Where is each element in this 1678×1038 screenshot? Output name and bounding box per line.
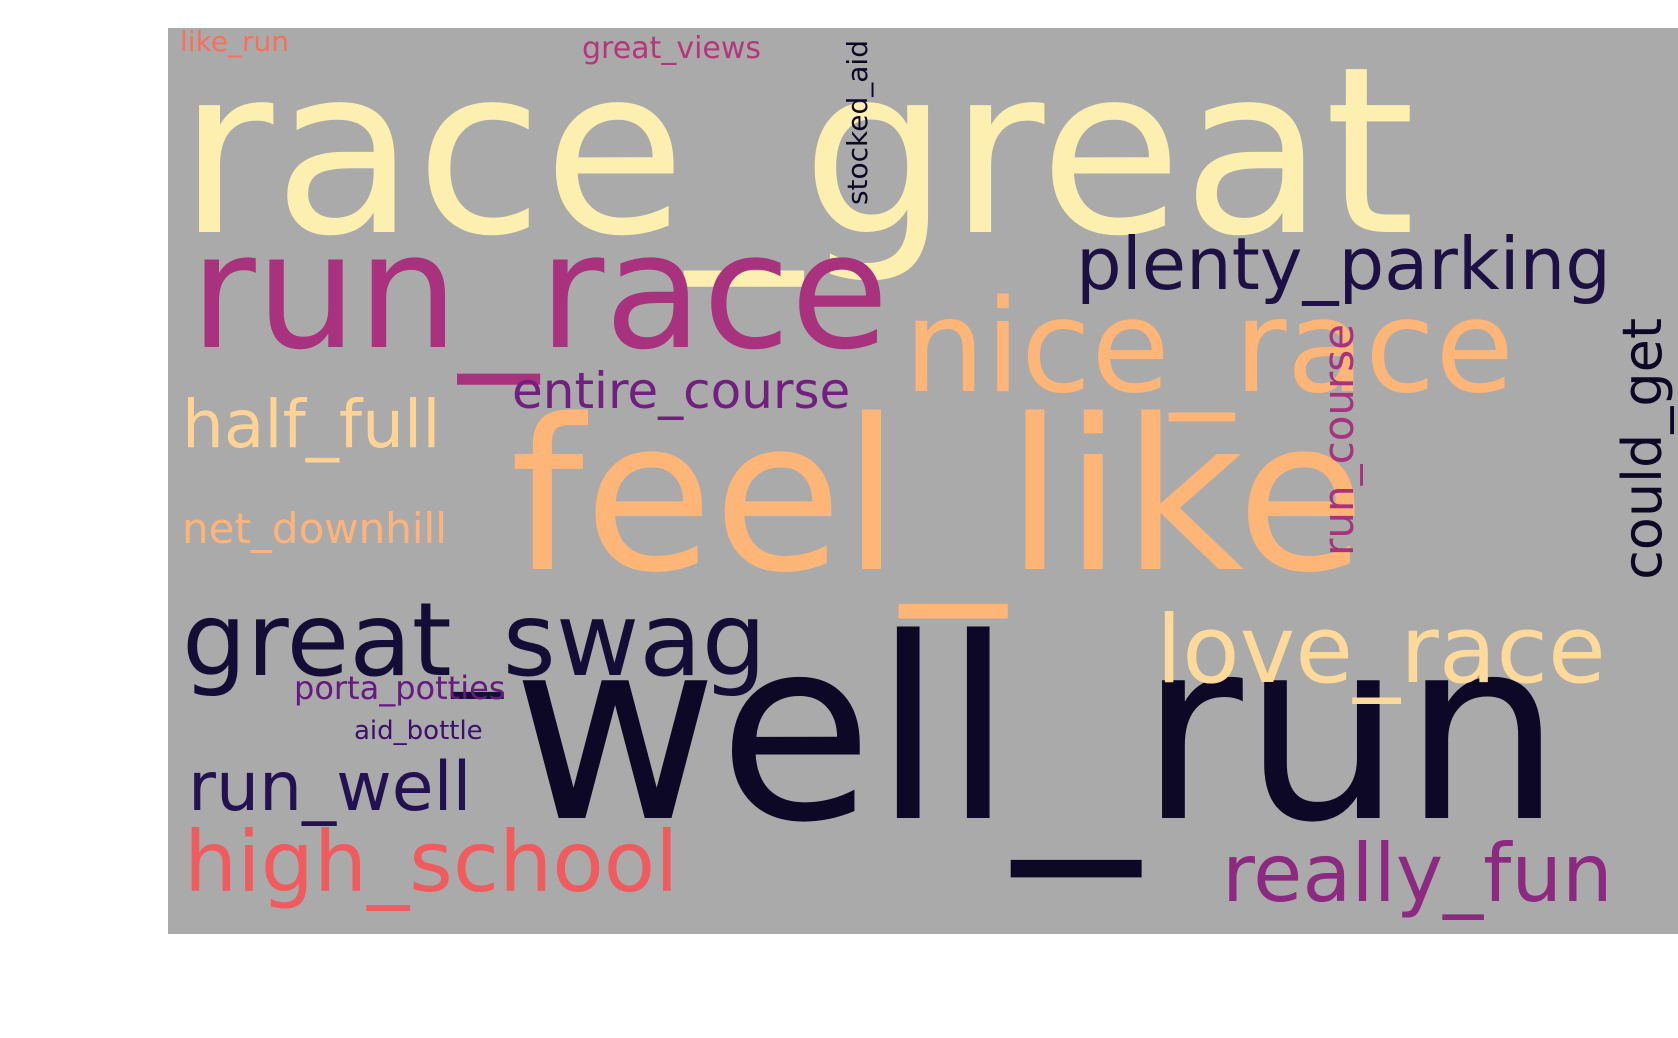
word-cloud: race_great well_run feel_like run_race n… <box>168 28 1678 934</box>
word-really-fun: really_fun <box>1222 827 1613 920</box>
word-aid-bottle: aid_bottle <box>354 716 483 746</box>
word-like-run: like_run <box>180 28 290 58</box>
word-entire-course: entire_course <box>512 362 851 420</box>
word-half-full: half_full <box>182 386 441 463</box>
word-great-swag: great_swag <box>182 581 767 700</box>
word-nice-race: nice_race <box>904 273 1514 422</box>
word-great-views: great_views <box>582 31 762 66</box>
word-run-race: run_race <box>190 198 889 385</box>
word-high-school: high_school <box>184 813 679 911</box>
word-run-course: run_course <box>1314 324 1363 556</box>
word-run-well: run_well <box>188 748 472 827</box>
word-plenty-parking: plenty_parking <box>1076 222 1611 306</box>
word-well-run: well_run <box>512 585 1563 878</box>
word-stocked-aid: stocked_aid <box>841 40 874 206</box>
word-could-get: could_get <box>1611 318 1674 580</box>
word-porta-potties: porta_potties <box>294 669 506 707</box>
word-net-downhill: net_downhill <box>182 504 447 553</box>
word-feel-like: feel_like <box>510 374 1366 619</box>
word-race-great: race_great <box>178 28 1416 287</box>
word-love-race: love_race <box>1156 596 1606 705</box>
